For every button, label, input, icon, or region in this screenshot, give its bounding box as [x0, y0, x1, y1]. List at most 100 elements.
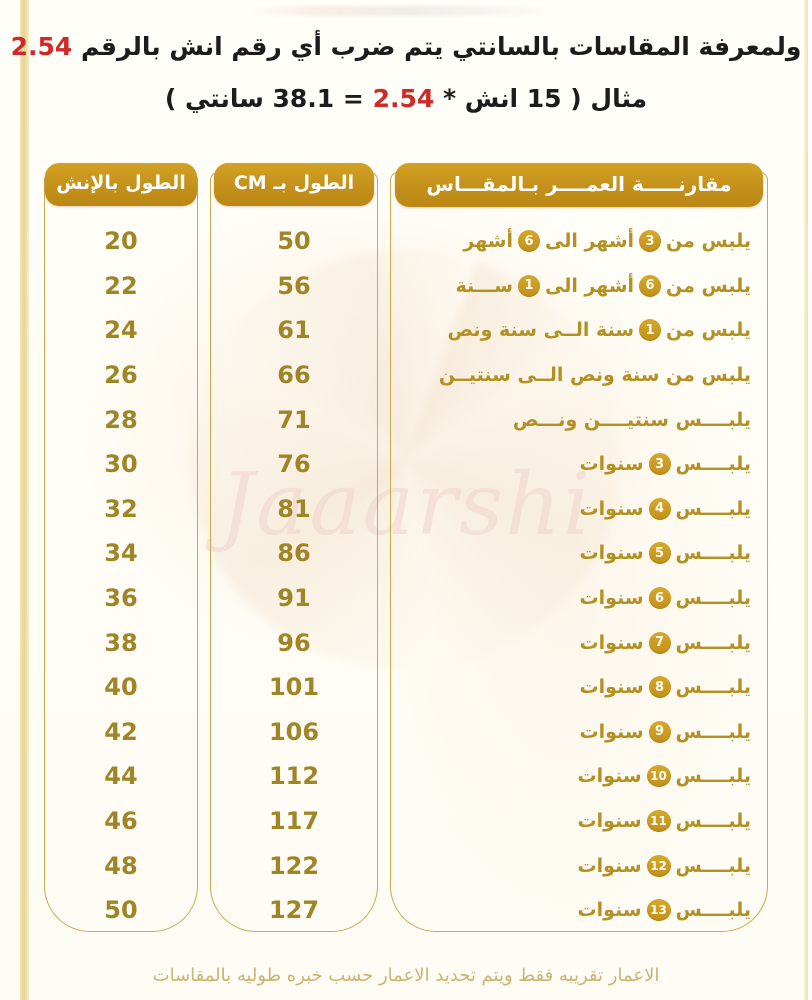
age-text-segment: سنوات [579, 542, 644, 565]
cm-value-cell: 76 [277, 450, 311, 479]
age-number-badge: 7 [648, 631, 671, 654]
table-row: يلبــــس 10 سنوات [391, 754, 767, 799]
age-text-segment: يلبس من [666, 230, 751, 253]
age-text-segment: يلبس من [666, 319, 751, 342]
cm-value-cell: 96 [277, 628, 311, 657]
age-text-segment: ســـنة [455, 274, 513, 297]
age-text-segment: سنوات [577, 899, 642, 922]
age-text-segment: يلبس من [666, 274, 751, 297]
age-text-segment: يلبــــس [675, 854, 751, 877]
table-row: يلبــــس سنتيــــن ونـــص [391, 397, 767, 442]
cm-value-cell: 81 [277, 494, 311, 523]
column-header-age: مقارنـــــة العمــــر بـالمقـــاس [395, 163, 763, 207]
table-row: يلبس من سنة ونص الــى سنتيــن [391, 353, 767, 398]
age-number-badge: 11 [646, 810, 671, 833]
example-result: = 38.1 سانتي ) [164, 83, 364, 113]
cm-value-cell: 66 [277, 361, 311, 390]
column-header-inch: الطول بالإنش [45, 163, 197, 206]
age-text-segment: سنوات [579, 720, 644, 743]
inch-value-cell: 48 [104, 851, 138, 880]
conversion-instruction-line: ولمعرفة المقاسات بالسانتي يتم ضرب أي رقم… [0, 28, 812, 66]
age-text-segment: يلبــــس [675, 453, 751, 476]
footer-disclaimer: الاعمار تقريبه فقط ويتم تحديد الاعمار حس… [152, 965, 660, 986]
right-gold-rail [804, 0, 808, 1000]
age-text-segment: يلبــــس [675, 720, 751, 743]
age-text-segment: سنوات [577, 765, 642, 788]
table-row: يلبــــس 9 سنوات [391, 710, 767, 755]
table-row: يلبــــس 12 سنوات [391, 843, 767, 888]
age-number-badge: 12 [646, 854, 671, 877]
age-text-segment: يلبــــس [675, 810, 751, 833]
cm-value-cell: 50 [277, 227, 311, 256]
cm-value-cell: 101 [268, 673, 320, 702]
age-text-segment: سنوات [579, 631, 644, 654]
inch-value-cell: 40 [104, 673, 138, 702]
age-number-badge: 9 [648, 720, 671, 743]
table-row: يلبس من 3 أشهر الى 6 أشهر [391, 219, 767, 264]
inch-cells: 20 22 24 26 28 30 32 34 36 38 40 42 44 46 48 50 [45, 219, 197, 933]
age-number-badge: 6 [648, 587, 671, 610]
age-number-badge: 6 [517, 230, 540, 253]
age-text-segment: يلبــــس [675, 587, 751, 610]
age-cells: يلبس من 3 أشهر الى 6 أشهر يلبس من 6 أشهر الى 1 سـ… [391, 219, 767, 933]
age-number-badge: 5 [648, 542, 671, 565]
inch-value-cell: 46 [104, 807, 138, 836]
age-number-badge: 4 [648, 497, 671, 520]
inch-value-cell: 26 [104, 361, 138, 390]
cm-value-cell: 117 [268, 807, 320, 836]
cropped-top-text-remnant [246, 6, 566, 16]
inch-value-cell: 34 [104, 539, 138, 568]
age-text-segment: يلبــــس سنتيــــن ونـــص [512, 408, 751, 431]
age-text-segment: أشهر الى [544, 274, 635, 297]
example-prefix: مثال ( 15 انش * [442, 83, 648, 113]
age-text-segment: سنوات [579, 497, 644, 520]
table-row: يلبــــس 13 سنوات [391, 888, 767, 933]
age-text-segment: يلبــــس [675, 497, 751, 520]
cm-value-cell: 106 [268, 717, 320, 746]
inch-value-cell: 24 [104, 316, 138, 345]
inch-value-cell: 38 [104, 628, 138, 657]
table-row: يلبــــس 5 سنوات [391, 531, 767, 576]
age-text-segment: سنوات [577, 810, 642, 833]
table-row: يلبس من 1 سنة الــى سنة ونص [391, 308, 767, 353]
inch-value-cell: 44 [104, 762, 138, 791]
inch-value-cell: 20 [104, 227, 138, 256]
headline-block: ولمعرفة المقاسات بالسانتي يتم ضرب أي رقم… [0, 0, 812, 117]
conversion-instruction-text: ولمعرفة المقاسات بالسانتي يتم ضرب أي رقم… [80, 32, 802, 61]
age-text-segment: يلبس من سنة ونص الــى سنتيــن [438, 364, 751, 387]
cm-value-cell: 91 [277, 584, 311, 613]
age-number-badge: 1 [517, 274, 540, 297]
column-length-inch: الطول بالإنش 20 22 24 26 28 30 32 34 36 38 40 42 44 4… [44, 163, 198, 933]
age-text-segment: سنوات [579, 453, 644, 476]
inch-value-cell: 42 [104, 717, 138, 746]
cm-value-cell: 122 [268, 851, 320, 880]
age-text-segment: يلبــــس [675, 631, 751, 654]
age-text-segment: يلبــــس [675, 899, 751, 922]
table-row: يلبــــس 11 سنوات [391, 799, 767, 844]
example-line: مثال ( 15 انش * 2.54 = 38.1 سانتي ) [0, 80, 812, 118]
table-row: يلبس من 6 أشهر الى 1 ســـنة [391, 264, 767, 309]
cm-value-cell: 112 [268, 762, 320, 791]
age-text-segment: يلبــــس [675, 765, 751, 788]
conversion-factor-value: 2.54 [10, 32, 73, 61]
left-gold-rail [20, 0, 29, 1000]
cm-value-cell: 61 [277, 316, 311, 345]
age-number-badge: 10 [646, 765, 671, 788]
column-age-comparison: مقارنـــــة العمــــر بـالمقـــاس يلبس م… [390, 163, 768, 933]
cm-value-cell: 56 [277, 271, 311, 300]
column-header-cm: الطول بـ CM [214, 163, 374, 206]
age-number-badge: 8 [648, 676, 671, 699]
table-row: يلبــــس 7 سنوات [391, 620, 767, 665]
inch-value-cell: 32 [104, 494, 138, 523]
inch-value-cell: 30 [104, 450, 138, 479]
age-text-segment: سنة الــى سنة ونص [447, 319, 635, 342]
table-row: يلبــــس 8 سنوات [391, 665, 767, 710]
age-text-segment: سنوات [577, 854, 642, 877]
age-text-segment: أشهر [463, 230, 513, 253]
cm-value-cell: 127 [268, 896, 320, 925]
age-text-segment: أشهر الى [544, 230, 635, 253]
inch-value-cell: 36 [104, 584, 138, 613]
age-number-badge: 13 [646, 899, 671, 922]
cm-cells: 50 56 61 66 71 76 81 86 91 96 101 106 112 117 122 127 [211, 219, 377, 933]
age-text-segment: سنوات [579, 676, 644, 699]
